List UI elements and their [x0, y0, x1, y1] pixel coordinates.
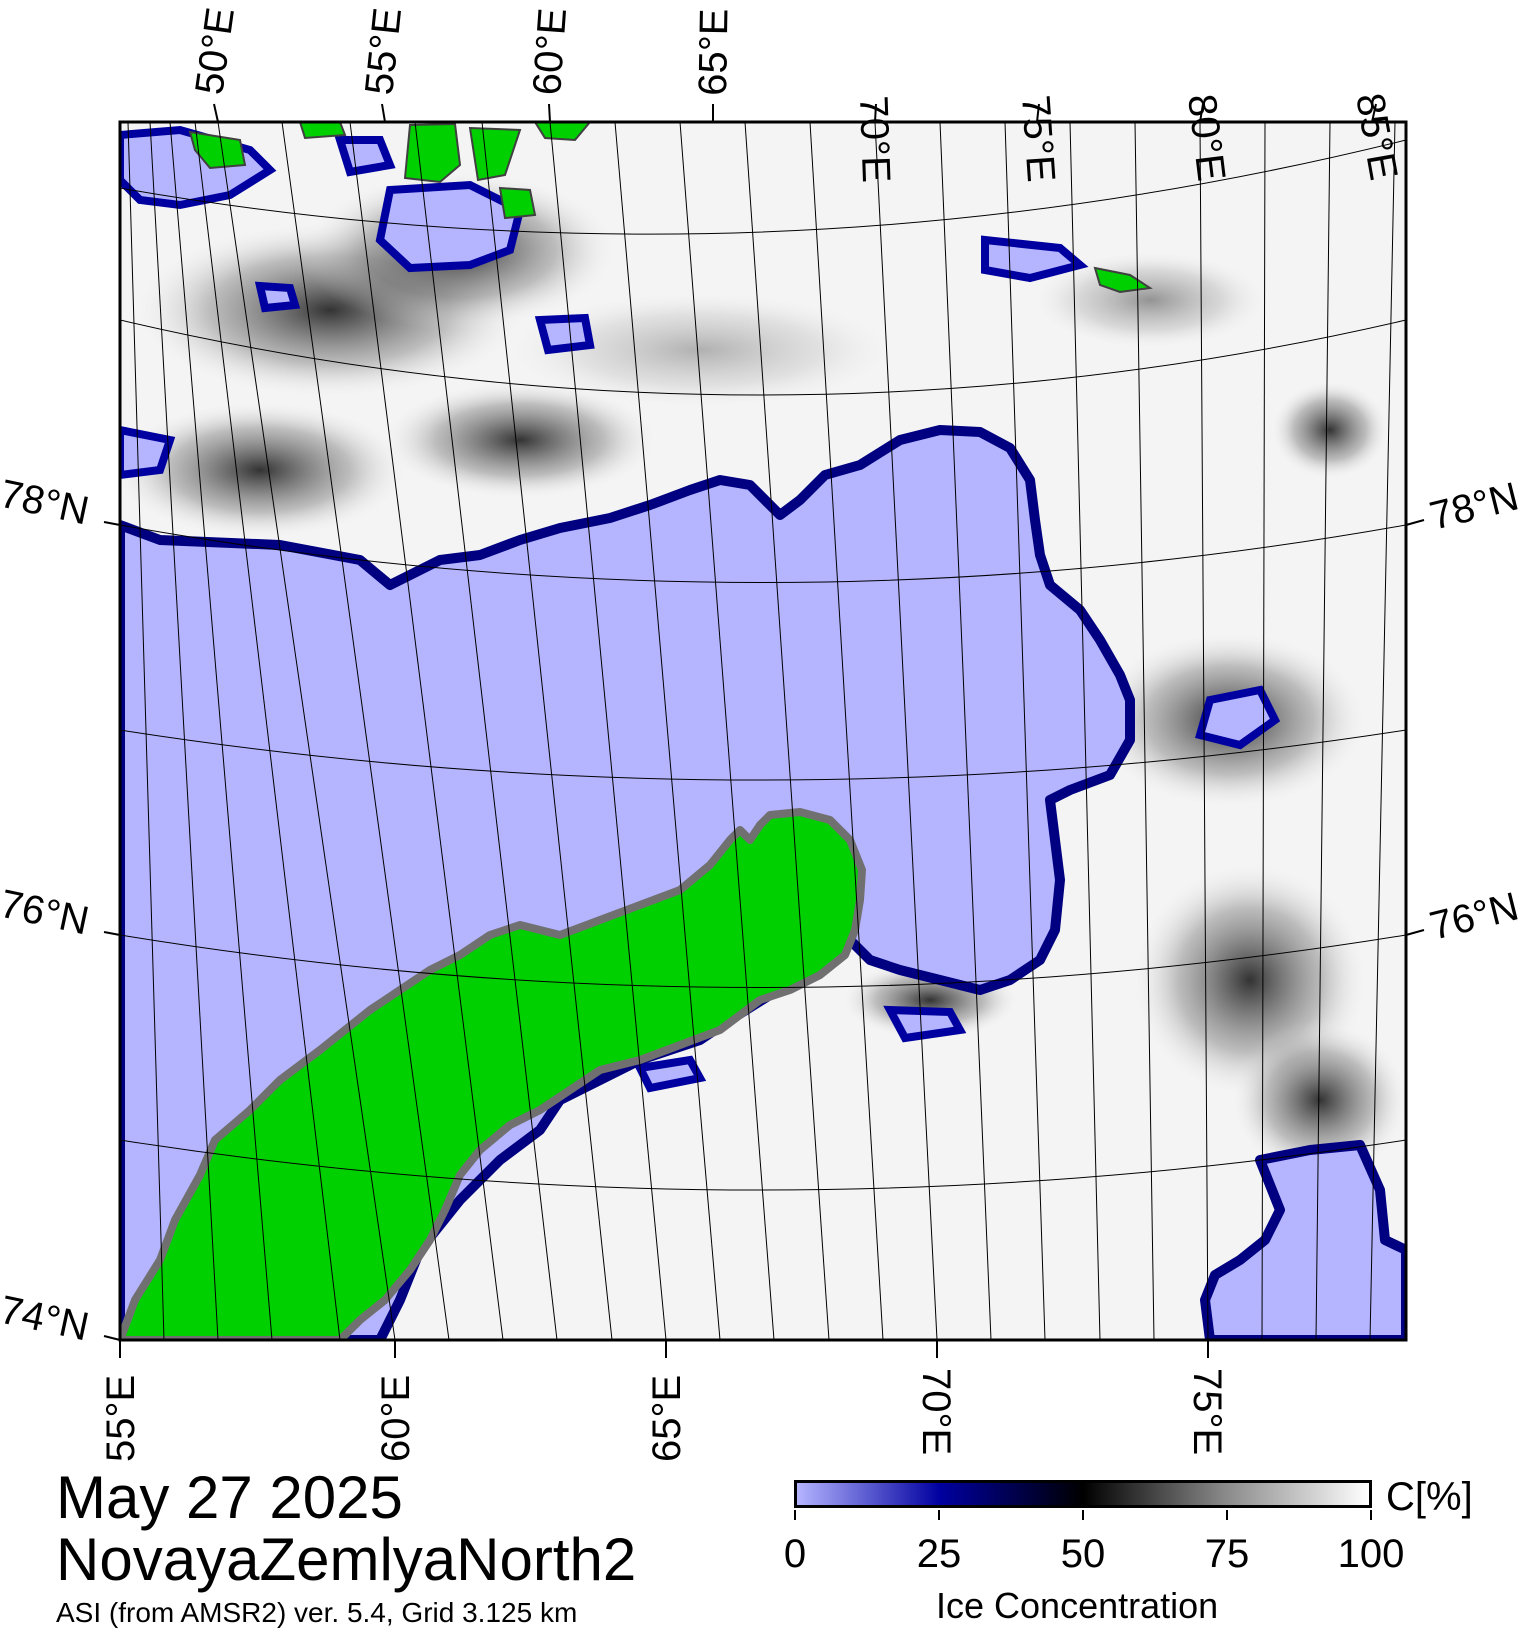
top-lon-label-80: 80°E: [1179, 92, 1233, 184]
right-lat-label-76: 76°N: [1426, 884, 1523, 948]
date-title: May 27 2025: [56, 1464, 403, 1531]
bottom-lon-label-65: 65°E: [645, 1375, 689, 1462]
colorbar: [794, 1480, 1372, 1508]
graticule-meridians: [120, 122, 1406, 1340]
top-lon-label-60: 60°E: [525, 7, 575, 97]
colorbar-label-0: 0: [783, 1532, 807, 1576]
colorbar-label-25: 25: [916, 1532, 962, 1576]
colorbar-tick-50: [1082, 1510, 1084, 1520]
open-water-patches: [120, 125, 1281, 1093]
product-info: ASI (from AMSR2) ver. 5.4, Grid 3.125 km: [56, 1597, 578, 1628]
novaya-zemlya-land: [120, 808, 866, 1340]
colorbar-tick-0: [794, 1510, 796, 1520]
top-lon-label-75: 75°E: [1013, 94, 1063, 184]
bottom-lon-label-70: 70°E: [914, 1368, 958, 1455]
right-lat-labels: 78°N 76°N: [1426, 474, 1523, 948]
left-lat-labels: 78°N 76°N 74°N: [0, 472, 93, 1350]
colorbar-tick-75: [1226, 1510, 1228, 1520]
left-lat-label-76: 76°N: [0, 882, 93, 944]
top-lon-labels: 50°E 55°E 60°E 65°E 70°E 75°E 80°E 85°E: [187, 5, 1405, 184]
bottom-lon-label-75: 75°E: [1185, 1368, 1229, 1455]
colorbar-tick-25: [938, 1510, 940, 1520]
colorbar-label-100: 100: [1337, 1532, 1405, 1576]
map-frame: [118, 120, 1408, 1342]
open-water-southeast: [1200, 1140, 1406, 1340]
colorbar-tick-100: [1370, 1510, 1372, 1520]
top-lon-label-65: 65°E: [691, 8, 737, 96]
bottom-lon-label-55: 55°E: [99, 1375, 143, 1462]
frame-ticks: [103, 103, 1425, 1358]
graticule-parallels: [120, 139, 1406, 1191]
top-lon-label-70: 70°E: [851, 95, 898, 184]
colorbar-label-50: 50: [1060, 1532, 1106, 1576]
north-islands: [188, 122, 1153, 294]
colorbar-unit: C[%]: [1386, 1475, 1473, 1519]
left-lat-label-74: 74°N: [0, 1288, 93, 1350]
colorbar-label-75: 75: [1204, 1532, 1250, 1576]
bottom-lon-label-60: 60°E: [374, 1375, 418, 1462]
left-lat-label-78: 78°N: [0, 472, 93, 534]
top-lon-label-50: 50°E: [187, 5, 243, 97]
bottom-lon-labels: 55°E 60°E 65°E 70°E 75°E: [99, 1368, 1229, 1462]
ice-texture: [120, 170, 1406, 1180]
colorbar-title: Ice Concentration: [936, 1585, 1219, 1626]
top-lon-label-55: 55°E: [357, 6, 410, 97]
right-lat-label-78: 78°N: [1426, 474, 1523, 538]
region-title: NovayaZemlyaNorth2: [56, 1526, 637, 1593]
